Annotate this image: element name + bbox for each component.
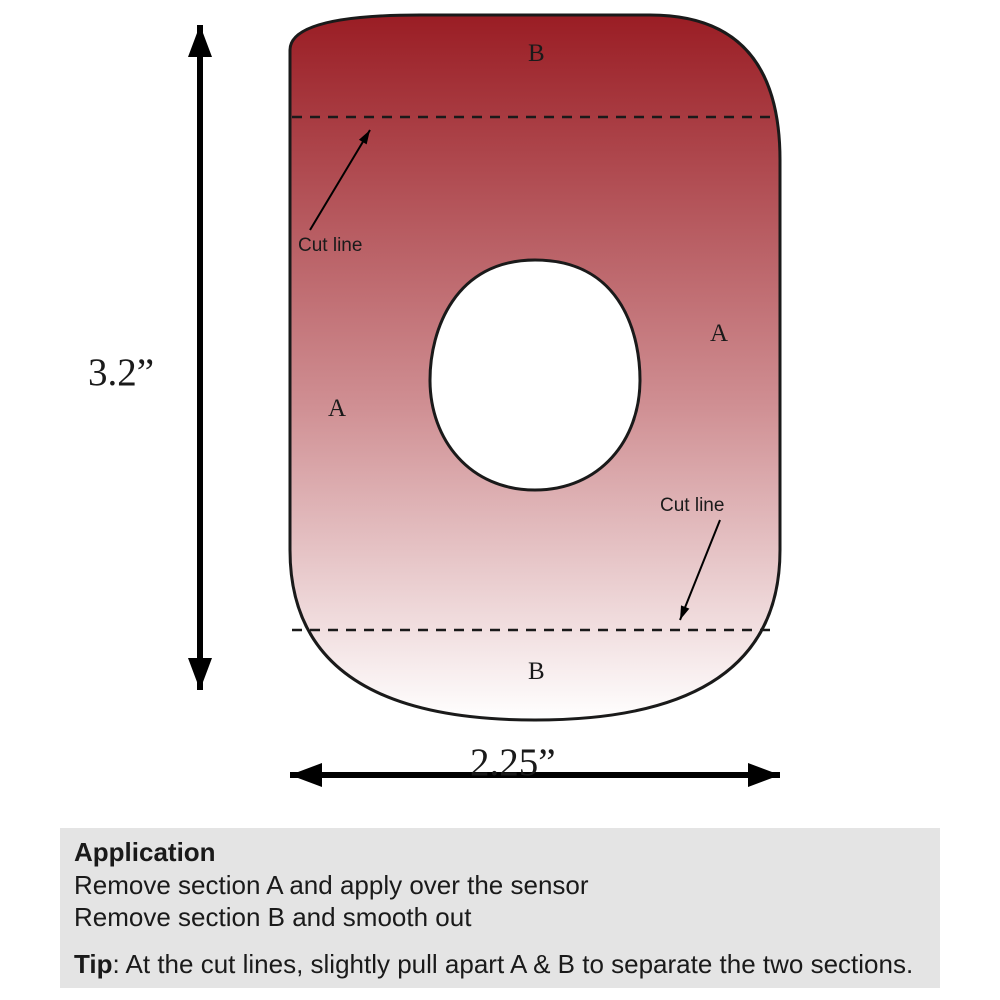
info-heading: Application [74, 836, 926, 869]
cutline-label-bottom: Cut line [660, 495, 724, 517]
info-tip: Tip: At the cut lines, slightly pull apa… [74, 948, 926, 981]
dimension-arrow-height [188, 25, 212, 690]
info-tip-label: Tip [74, 949, 113, 979]
dimension-height-label: 3.2” [88, 350, 154, 395]
label-a-right: A [710, 320, 728, 348]
cutline-label-top: Cut line [298, 235, 362, 257]
label-b-top: B [528, 40, 545, 68]
application-info-box: Application Remove section A and apply o… [60, 828, 940, 988]
info-line-2: Remove section B and smooth out [74, 901, 926, 934]
label-b-bottom: B [528, 658, 545, 686]
label-a-left: A [328, 395, 346, 423]
patch-shape [290, 15, 780, 720]
info-tip-text: : At the cut lines, slightly pull apart … [113, 949, 914, 979]
dimension-width-label: 2.25” [470, 740, 556, 785]
info-line-1: Remove section A and apply over the sens… [74, 869, 926, 902]
diagram-container: B B A A Cut line Cut line 3.2” 2.25” App… [0, 0, 1000, 1000]
